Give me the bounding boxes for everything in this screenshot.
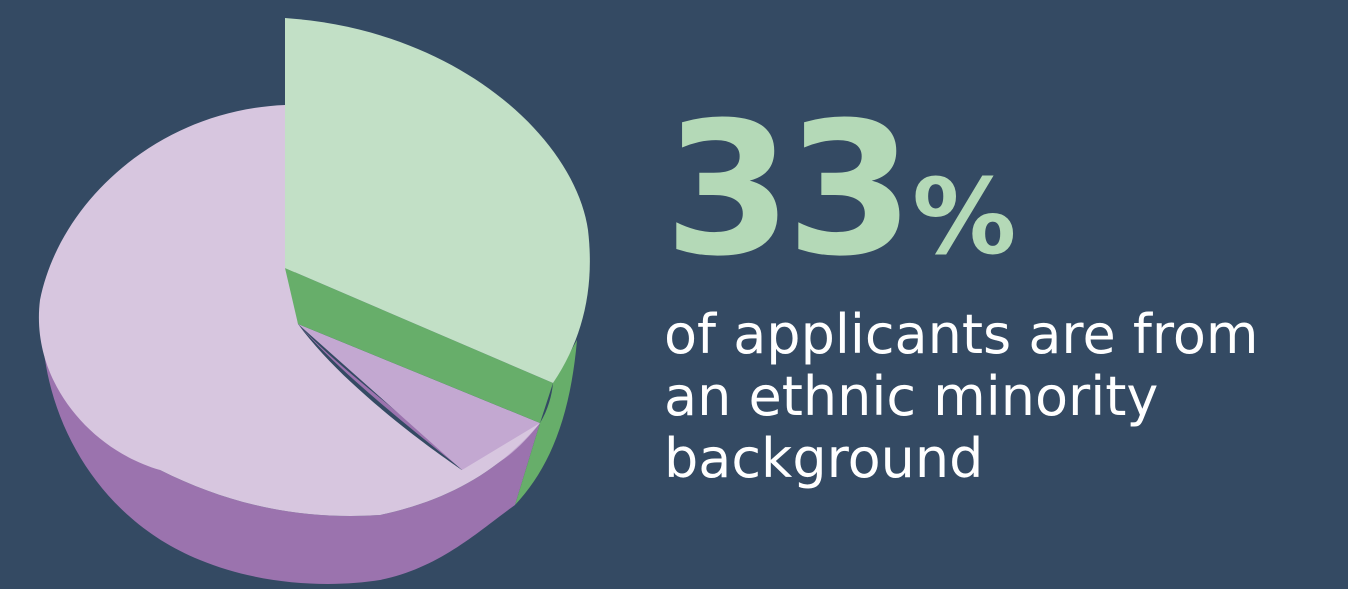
pie-slice-side (40, 320, 540, 584)
pie-slice-top (38, 105, 540, 516)
stat-callout: 33% of applicants are from an ethnic min… (664, 98, 1344, 490)
caption-line: an ethnic minority (664, 365, 1159, 428)
stat-percent-symbol: % (912, 156, 1017, 278)
pie-slice-side (515, 340, 577, 505)
pie-slice-inner-face (298, 324, 540, 472)
stat-number: 33 (664, 83, 914, 297)
pie-slice-inner-face (285, 268, 553, 423)
stat-caption: of applicants are from an ethnic minorit… (664, 304, 1344, 490)
caption-line: of applicants are from (664, 303, 1259, 366)
stat-percentage: 33% (664, 98, 1344, 282)
pie-slice-top (285, 18, 590, 383)
caption-line: background (664, 427, 984, 490)
